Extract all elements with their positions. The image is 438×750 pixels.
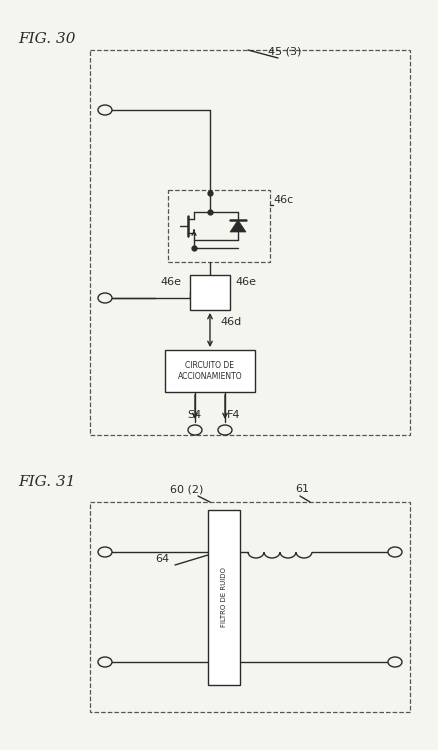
Text: 45 (3): 45 (3) xyxy=(267,46,301,56)
Ellipse shape xyxy=(387,547,401,557)
Ellipse shape xyxy=(98,293,112,303)
Text: 46d: 46d xyxy=(219,317,241,327)
Text: FIG. 31: FIG. 31 xyxy=(18,475,75,489)
Text: CIRCUITO DE
ACCIONAMIENTO: CIRCUITO DE ACCIONAMIENTO xyxy=(177,362,242,381)
Text: S4: S4 xyxy=(187,410,201,420)
Polygon shape xyxy=(230,220,245,232)
Ellipse shape xyxy=(218,425,231,435)
Ellipse shape xyxy=(98,547,112,557)
Bar xyxy=(90,502,409,712)
Bar xyxy=(208,510,240,685)
Text: 64: 64 xyxy=(155,554,169,564)
Ellipse shape xyxy=(98,105,112,115)
Text: 46c: 46c xyxy=(272,195,293,205)
Text: F4: F4 xyxy=(226,410,240,420)
Text: 60 (2): 60 (2) xyxy=(170,484,203,494)
Bar xyxy=(190,275,230,310)
Text: FILTRO DE RUIDO: FILTRO DE RUIDO xyxy=(220,568,226,628)
Ellipse shape xyxy=(187,425,201,435)
Text: FIG. 30: FIG. 30 xyxy=(18,32,75,46)
Text: 61: 61 xyxy=(294,484,308,494)
Text: 46e: 46e xyxy=(159,277,180,287)
Text: 46e: 46e xyxy=(234,277,255,287)
Bar xyxy=(165,350,254,392)
Bar xyxy=(168,190,269,262)
Ellipse shape xyxy=(387,657,401,667)
Bar xyxy=(90,50,409,435)
Ellipse shape xyxy=(98,657,112,667)
